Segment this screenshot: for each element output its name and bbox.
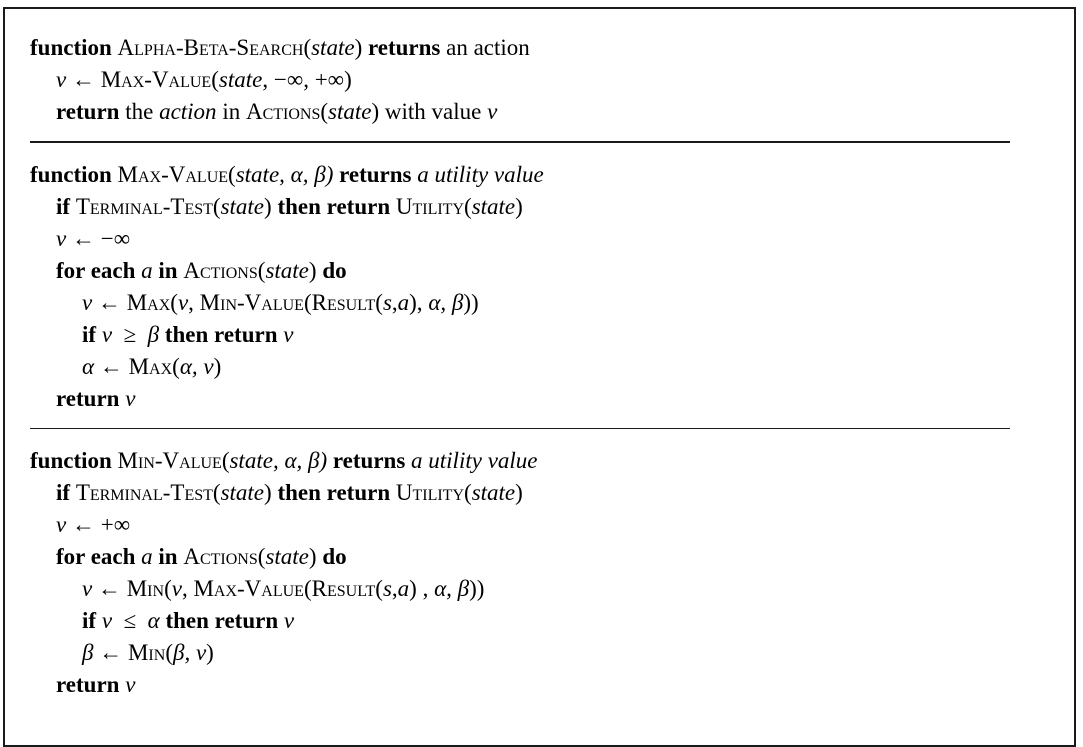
code-line: return v (56, 672, 136, 697)
code-line: return the action in Actions(state) with… (56, 99, 498, 124)
code-line: v ← Max-Value(state, −∞, +∞) (56, 67, 352, 92)
code-line: v ← Max(v, Min-Value(Result(s,a), α, β)) (82, 290, 479, 315)
code-line: β ← Min(β, v) (82, 640, 214, 665)
code-line: if Terminal-Test(state) then return Util… (56, 194, 523, 219)
code-line: v ← Min(v, Max-Value(Result(s,a) , α, β)… (82, 576, 485, 601)
min-value-signature: function Min-Value(state, α, β) returns … (30, 448, 538, 473)
section-divider (30, 141, 1010, 143)
section-divider (30, 428, 1010, 429)
function-name: Max-Value (117, 162, 229, 187)
code-line: v ← +∞ (56, 512, 131, 537)
code-line: v ← −∞ (56, 226, 131, 251)
code-line: if v ≤ α then return v (82, 608, 295, 633)
alpha-beta-search-block: function Alpha-Beta-Search(state) return… (30, 32, 530, 128)
code-line: if Terminal-Test(state) then return Util… (56, 480, 523, 505)
min-value-block: function Min-Value(state, α, β) returns … (30, 445, 538, 701)
function-name: Alpha-Beta-Search (117, 35, 304, 60)
code-line: for each a in Actions(state) do (56, 544, 347, 569)
max-value-signature: function Max-Value(state, α, β) returns … (30, 162, 544, 187)
max-value-block: function Max-Value(state, α, β) returns … (30, 159, 544, 415)
code-line: α ← Max(α, v) (82, 354, 222, 379)
code-line: if v ≥ β then return v (82, 322, 294, 347)
alpha-beta-search-signature: function Alpha-Beta-Search(state) return… (30, 35, 530, 60)
code-line: return v (56, 386, 136, 411)
function-name: Min-Value (117, 448, 222, 473)
code-line: for each a in Actions(state) do (56, 258, 347, 283)
